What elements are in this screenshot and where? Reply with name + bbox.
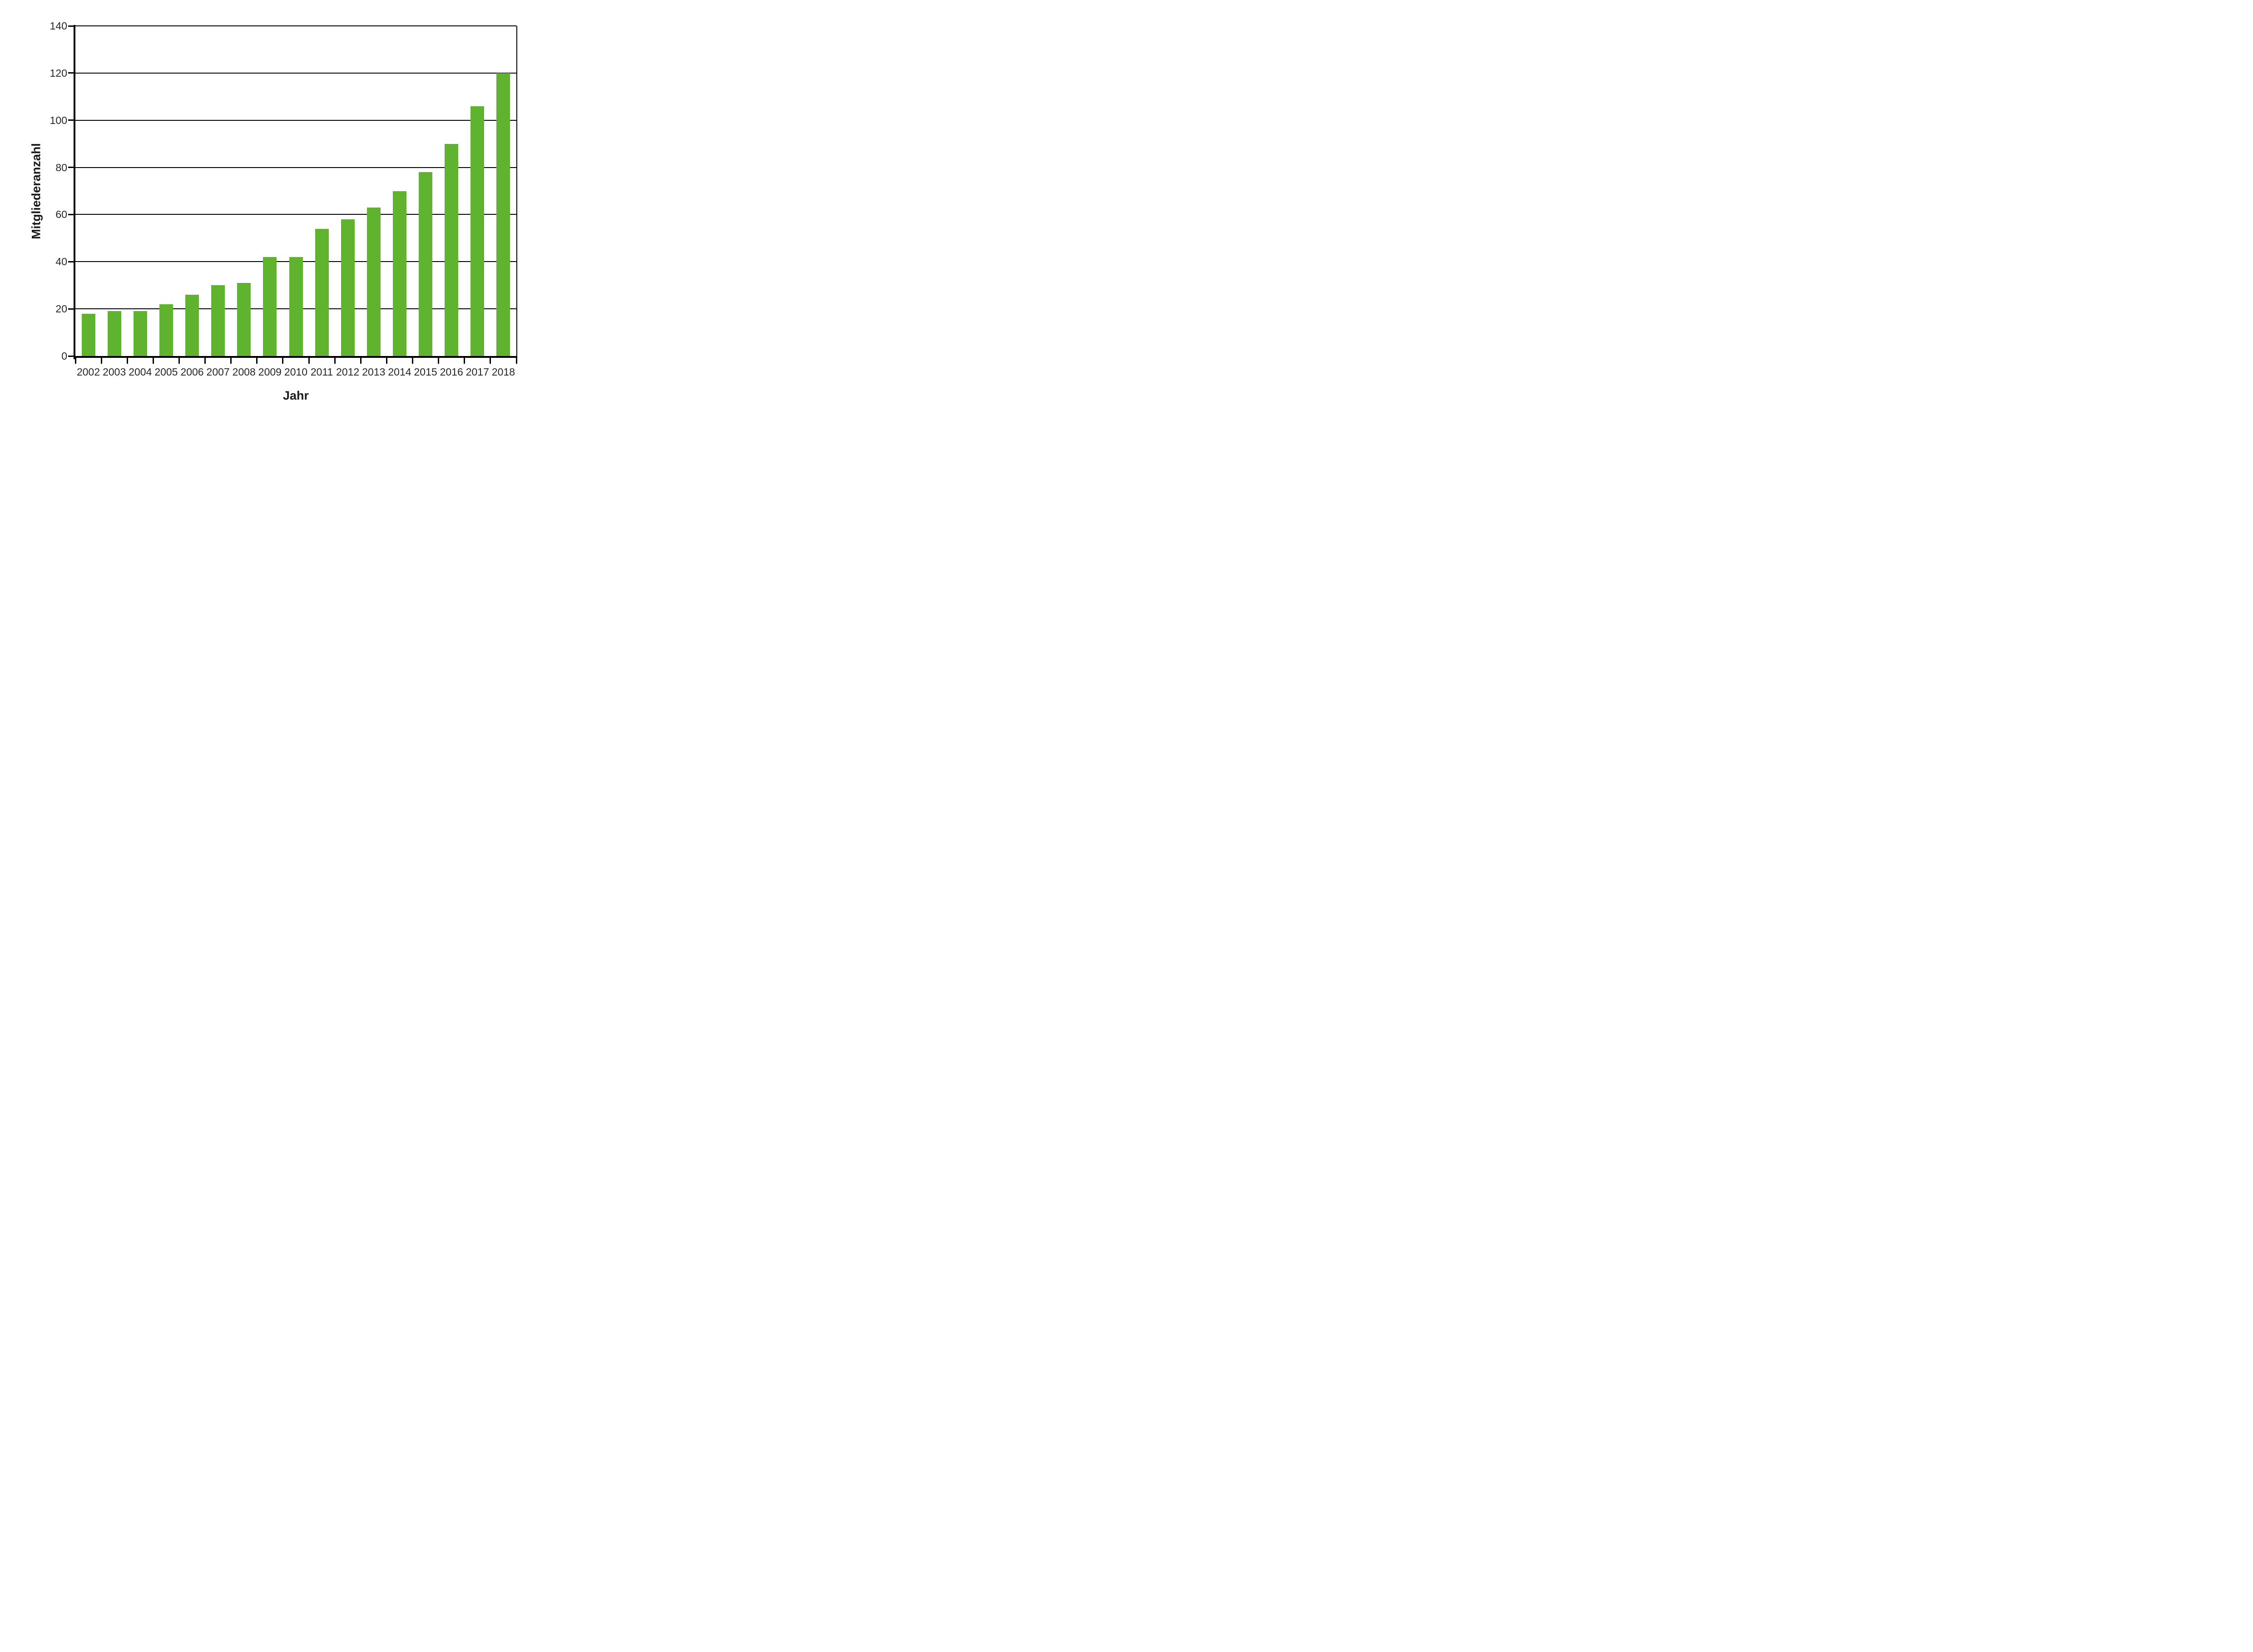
y-axis-tick-40 <box>68 261 74 262</box>
x-axis-tick-9 <box>308 358 310 364</box>
x-axis-tick-label-2017: 2017 <box>465 366 489 378</box>
y-axis-tick-label-80: 80 <box>55 161 67 173</box>
bar-2009 <box>263 257 277 356</box>
x-axis-tick-label-2015: 2015 <box>414 366 437 378</box>
x-axis-tick-label-2003: 2003 <box>103 366 126 378</box>
gridline-y-80 <box>75 167 516 168</box>
y-axis-tick-20 <box>68 308 74 310</box>
y-axis-tick-label-60: 60 <box>55 208 67 221</box>
bar-2004 <box>133 311 147 356</box>
bar-2006 <box>185 294 199 356</box>
bar-2016 <box>445 143 459 356</box>
x-axis-tick-label-2008: 2008 <box>232 366 256 378</box>
x-axis-tick-13 <box>412 358 414 364</box>
bar-2010 <box>289 257 303 356</box>
x-axis-tick-label-2006: 2006 <box>180 366 204 378</box>
gridline-y-100 <box>75 119 516 121</box>
bar-2002 <box>81 313 95 356</box>
x-axis-tick-label-2011: 2011 <box>310 366 333 378</box>
x-axis-tick-12 <box>386 358 387 364</box>
bar-2012 <box>341 219 355 356</box>
x-axis-title: Jahr <box>282 389 309 402</box>
x-axis-tick-16 <box>490 358 491 364</box>
y-axis-tick-label-40: 40 <box>55 256 67 268</box>
y-axis-title: Mitgliederanzahl <box>29 143 43 239</box>
y-axis-tick-label-100: 100 <box>50 114 67 126</box>
bar-2008 <box>237 283 251 356</box>
x-axis-tick-label-2018: 2018 <box>491 366 515 378</box>
bar-2007 <box>211 285 225 356</box>
bar-2011 <box>315 228 329 356</box>
y-axis-tick-label-140: 140 <box>50 20 67 32</box>
x-axis-tick-2 <box>126 358 128 364</box>
gridline-y-60 <box>75 214 516 215</box>
y-axis-tick-0 <box>68 355 74 357</box>
x-axis-tick-15 <box>464 358 465 364</box>
x-axis-tick-11 <box>360 358 361 364</box>
x-axis-tick-6 <box>230 358 232 364</box>
x-axis-tick-label-2005: 2005 <box>154 366 178 378</box>
x-axis-tick-5 <box>204 358 206 364</box>
x-axis-tick-1 <box>100 358 102 364</box>
y-axis-tick-80 <box>68 167 74 168</box>
y-axis-tick-100 <box>68 119 74 121</box>
x-axis-tick-label-2013: 2013 <box>362 366 386 378</box>
bar-2003 <box>107 311 121 356</box>
x-axis-tick-10 <box>334 358 336 364</box>
x-axis-tick-3 <box>152 358 154 364</box>
x-axis-tick-label-2012: 2012 <box>336 366 360 378</box>
x-axis-tick-label-2004: 2004 <box>129 366 152 378</box>
plot-right-border <box>516 26 517 358</box>
x-axis-tick-label-2002: 2002 <box>76 366 100 378</box>
x-axis-tick-label-2010: 2010 <box>284 366 308 378</box>
y-axis-line <box>74 25 75 359</box>
bar-chart-figure: Mitgliederanzahl Jahr 0 20 40 60 80 100 120 140… <box>0 0 563 413</box>
x-axis-tick-8 <box>282 358 284 364</box>
x-axis-tick-14 <box>438 358 440 364</box>
bar-2017 <box>470 106 485 356</box>
bar-2014 <box>392 191 406 356</box>
x-axis-tick-7 <box>256 358 258 364</box>
x-axis-tick-label-2007: 2007 <box>206 366 230 378</box>
bar-2018 <box>496 73 510 356</box>
x-axis-tick-label-2009: 2009 <box>258 366 282 378</box>
y-axis-tick-label-0: 0 <box>61 350 67 362</box>
bar-2005 <box>159 304 173 356</box>
gridline-y-140 <box>75 25 516 26</box>
y-axis-tick-label-20: 20 <box>55 303 67 315</box>
y-axis-tick-60 <box>68 213 74 215</box>
x-axis-tick-0 <box>74 358 76 364</box>
y-axis-tick-label-120: 120 <box>50 67 67 79</box>
bar-2015 <box>419 172 433 356</box>
y-axis-tick-120 <box>68 72 74 74</box>
x-axis-line <box>74 356 517 358</box>
x-axis-tick-4 <box>178 358 180 364</box>
x-axis-tick-17 <box>515 358 517 364</box>
x-axis-tick-label-2016: 2016 <box>440 366 463 378</box>
gridline-y-120 <box>75 72 516 74</box>
x-axis-tick-label-2014: 2014 <box>388 366 411 378</box>
y-axis-tick-140 <box>68 25 74 27</box>
bar-2013 <box>366 207 381 356</box>
